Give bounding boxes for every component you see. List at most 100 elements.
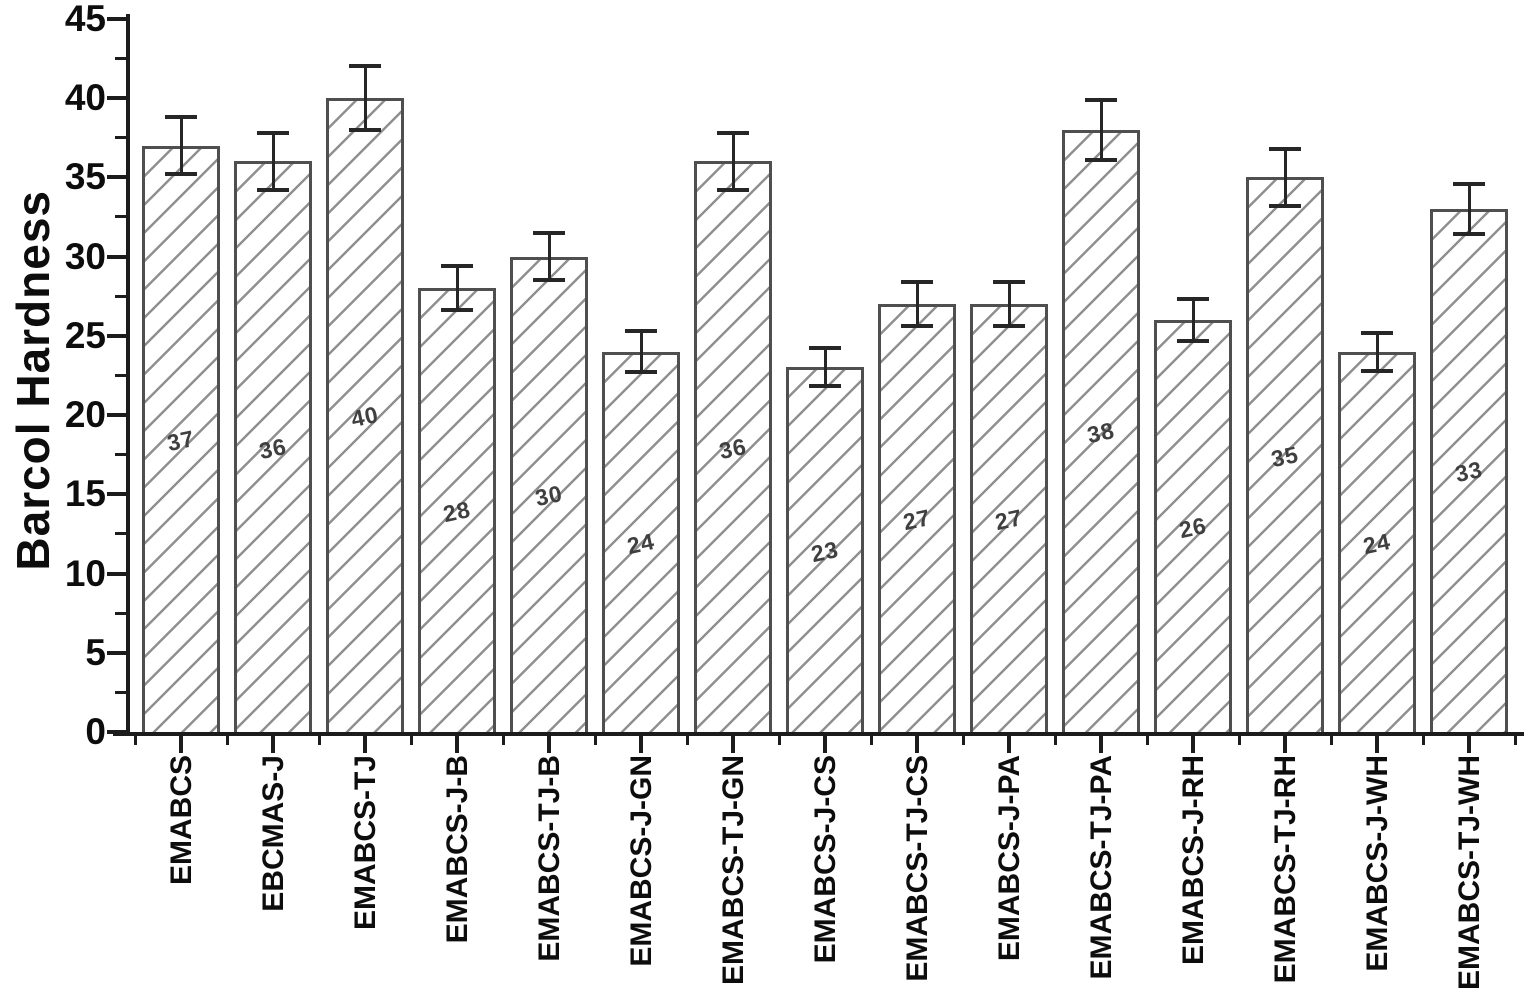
bar: 23 bbox=[786, 367, 864, 736]
y-major-tick bbox=[107, 413, 126, 417]
y-axis-line bbox=[126, 14, 130, 736]
error-bar-line bbox=[1375, 332, 1379, 371]
bar-value-label: 27 bbox=[992, 503, 1026, 536]
x-minor-tick bbox=[133, 736, 137, 745]
error-bar-cap-top bbox=[717, 130, 749, 135]
error-bar-cap-bottom bbox=[625, 370, 657, 375]
x-minor-tick bbox=[225, 736, 229, 745]
x-minor-tick bbox=[593, 736, 597, 745]
y-minor-tick bbox=[115, 294, 126, 298]
error-bar-cap-top bbox=[993, 279, 1025, 284]
y-tick-label: 35 bbox=[64, 156, 106, 198]
error-bar-line bbox=[1283, 148, 1287, 206]
error-bar-cap-bottom bbox=[441, 308, 473, 313]
bar: 40 bbox=[326, 98, 404, 736]
x-minor-tick bbox=[1145, 736, 1149, 745]
error-bar-cap-bottom bbox=[257, 187, 289, 192]
y-major-tick bbox=[107, 175, 126, 180]
error-bar-cap-top bbox=[1453, 181, 1485, 186]
error-bar-cap-bottom bbox=[901, 324, 933, 329]
y-minor-tick bbox=[115, 690, 126, 694]
bar: 37 bbox=[142, 145, 220, 736]
y-minor-tick bbox=[115, 136, 126, 140]
bar: 30 bbox=[510, 256, 588, 736]
x-minor-tick bbox=[869, 736, 873, 745]
y-minor-tick bbox=[115, 532, 126, 536]
error-bar-line bbox=[1191, 299, 1195, 341]
error-bar-cap-top bbox=[1361, 330, 1393, 335]
x-minor-tick bbox=[1329, 736, 1333, 745]
error-bar-cap-top bbox=[901, 279, 933, 284]
error-bar-cap-top bbox=[1085, 97, 1117, 102]
x-major-tick bbox=[731, 736, 735, 753]
error-bar-line bbox=[179, 117, 183, 175]
x-major-tick bbox=[1099, 736, 1103, 753]
x-major-tick bbox=[1007, 736, 1011, 753]
bar-value-label: 30 bbox=[532, 480, 566, 512]
x-tick-label: EMABCS-TJ-WH bbox=[1452, 755, 1486, 990]
bar: 38 bbox=[1062, 129, 1140, 736]
x-minor-tick bbox=[777, 736, 781, 745]
bar: 26 bbox=[1154, 319, 1232, 736]
x-tick-label: EMABCS-TJ-GN bbox=[716, 755, 750, 985]
x-major-tick bbox=[823, 736, 827, 753]
x-minor-tick bbox=[409, 736, 413, 745]
bar: 36 bbox=[234, 161, 312, 736]
x-major-tick bbox=[179, 736, 183, 753]
x-major-tick bbox=[1191, 736, 1195, 753]
x-minor-tick bbox=[685, 736, 689, 745]
error-bar-cap-bottom bbox=[717, 187, 749, 192]
x-tick-label: EMABCS-J-RH bbox=[1176, 755, 1210, 965]
x-tick-label: EMABCS-J-WH bbox=[1360, 755, 1394, 972]
bar-value-label: 40 bbox=[348, 400, 382, 433]
x-major-tick bbox=[639, 736, 643, 753]
y-major-tick bbox=[107, 492, 126, 497]
bar-value-label: 28 bbox=[440, 496, 474, 528]
error-bar-line bbox=[1099, 99, 1103, 160]
x-minor-tick bbox=[501, 736, 505, 745]
bar-value-label: 26 bbox=[1176, 511, 1210, 544]
y-minor-tick bbox=[115, 373, 126, 377]
error-bar-cap-bottom bbox=[1361, 368, 1393, 373]
y-tick-label: 20 bbox=[64, 394, 106, 435]
x-major-tick bbox=[1283, 736, 1287, 753]
error-bar-line bbox=[455, 266, 459, 311]
y-tick-label: 40 bbox=[64, 77, 106, 118]
y-major-tick bbox=[107, 333, 126, 338]
x-tick-label: EMABCS-J-CS bbox=[808, 755, 842, 964]
bar: 27 bbox=[970, 304, 1048, 736]
x-tick-label: EMABCS-TJ-PA bbox=[1084, 755, 1118, 980]
error-bar-cap-top bbox=[257, 130, 289, 135]
error-bar-cap-top bbox=[533, 230, 565, 235]
error-bar-line bbox=[1007, 281, 1011, 327]
y-tick-label: 0 bbox=[85, 711, 106, 752]
x-minor-tick bbox=[1513, 736, 1517, 745]
x-tick-label: EMABCS-J-PA bbox=[992, 755, 1026, 962]
bar-value-label: 33 bbox=[1452, 456, 1486, 488]
y-tick-label: 45 bbox=[64, 0, 106, 39]
y-major-tick bbox=[107, 571, 126, 576]
x-tick-label: EMABCS-TJ-RH bbox=[1268, 755, 1302, 984]
error-bar-line bbox=[363, 66, 367, 130]
bar-value-label: 35 bbox=[1268, 440, 1302, 472]
x-tick-label: EMABCS-TJ-CS bbox=[900, 755, 934, 982]
x-tick-label: EMABCS-J-B bbox=[440, 755, 474, 944]
x-major-tick bbox=[455, 736, 459, 753]
error-bar-cap-bottom bbox=[533, 278, 565, 283]
bar-value-label: 27 bbox=[900, 503, 934, 536]
y-major-tick bbox=[107, 254, 126, 259]
bar-value-label: 24 bbox=[1360, 527, 1394, 559]
x-tick-label: EMABCS-TJ-B bbox=[532, 755, 566, 962]
x-minor-tick bbox=[317, 736, 321, 745]
y-tick-label: 30 bbox=[64, 235, 106, 277]
error-bar-cap-top bbox=[1269, 146, 1301, 151]
error-bar-line bbox=[547, 232, 551, 281]
error-bar-cap-top bbox=[441, 264, 473, 268]
error-bar-line bbox=[915, 281, 919, 327]
bar: 28 bbox=[418, 288, 496, 736]
x-major-tick bbox=[547, 736, 551, 753]
x-axis-line bbox=[113, 732, 1524, 736]
y-minor-tick bbox=[115, 611, 126, 615]
bar-value-label: 23 bbox=[808, 535, 842, 567]
